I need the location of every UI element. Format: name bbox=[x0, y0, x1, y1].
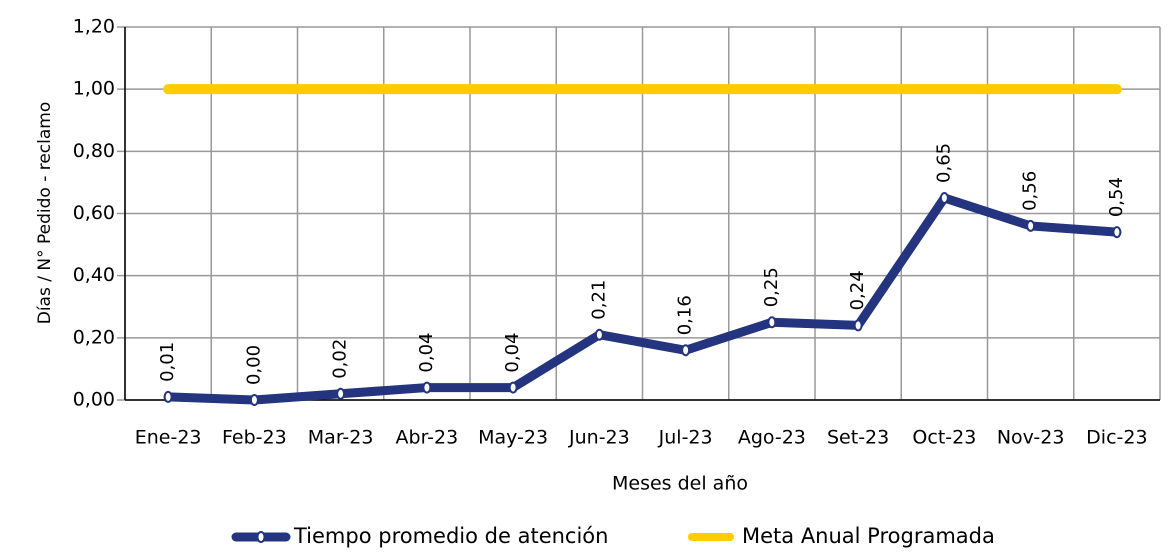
data-label: 0,56 bbox=[1020, 171, 1041, 211]
legend-label: Meta Anual Programada bbox=[742, 524, 995, 548]
data-label: 0,04 bbox=[502, 332, 523, 372]
x-axis-title: Meses del año bbox=[612, 473, 748, 495]
y-axis-title: Días / N° Pedido - reclamo bbox=[35, 102, 55, 325]
point-marker bbox=[767, 316, 777, 329]
x-tick-label: Ene-23 bbox=[135, 427, 202, 449]
data-label: 0,21 bbox=[588, 280, 609, 320]
x-tick-label: Jun-23 bbox=[568, 427, 630, 449]
x-tick-label: Oct-23 bbox=[912, 427, 976, 449]
point-marker bbox=[681, 344, 691, 357]
point-marker bbox=[336, 387, 346, 400]
point-marker bbox=[594, 328, 604, 341]
legend-marker bbox=[256, 531, 266, 543]
y-tick-label: 1,20 bbox=[73, 16, 115, 38]
x-tick-label: May-23 bbox=[478, 427, 548, 449]
y-tick-label: 0,00 bbox=[73, 389, 115, 411]
x-tick-label: Feb-23 bbox=[222, 427, 287, 449]
data-label: 0,65 bbox=[933, 143, 954, 183]
data-label: 0,16 bbox=[675, 295, 696, 335]
data-label: 0,00 bbox=[243, 345, 264, 385]
point-marker bbox=[1026, 219, 1036, 232]
point-marker bbox=[1112, 226, 1122, 239]
data-label: 0,54 bbox=[1106, 177, 1127, 217]
y-tick-label: 0,60 bbox=[73, 202, 115, 224]
x-tick-label: Abr-23 bbox=[396, 427, 459, 449]
x-tick-label: Nov-23 bbox=[997, 427, 1065, 449]
x-tick-label: Jul-23 bbox=[658, 427, 713, 449]
point-marker bbox=[249, 394, 259, 406]
x-tick-label: Ago-23 bbox=[738, 427, 806, 449]
data-label: 0,24 bbox=[847, 270, 868, 310]
data-label: 0,02 bbox=[330, 339, 351, 379]
series-line bbox=[163, 193, 1122, 405]
point-marker bbox=[508, 381, 518, 394]
point-marker bbox=[939, 191, 949, 204]
y-tick-label: 0,20 bbox=[73, 326, 115, 348]
data-label: 0,01 bbox=[157, 342, 178, 382]
y-tick-label: 1,00 bbox=[73, 78, 115, 100]
x-tick-label: Mar-23 bbox=[308, 427, 374, 449]
x-tick-label: Set-23 bbox=[827, 427, 889, 449]
y-tick-label: 0,80 bbox=[73, 140, 115, 162]
point-marker bbox=[853, 319, 863, 332]
data-label: 0,25 bbox=[761, 267, 782, 307]
point-marker bbox=[422, 381, 432, 394]
x-tick-label: Dic-23 bbox=[1086, 427, 1147, 449]
y-tick-label: 0,40 bbox=[73, 264, 115, 286]
point-marker bbox=[163, 390, 173, 403]
legend-label: Tiempo promedio de atención bbox=[293, 524, 608, 548]
data-label: 0,04 bbox=[416, 332, 437, 372]
